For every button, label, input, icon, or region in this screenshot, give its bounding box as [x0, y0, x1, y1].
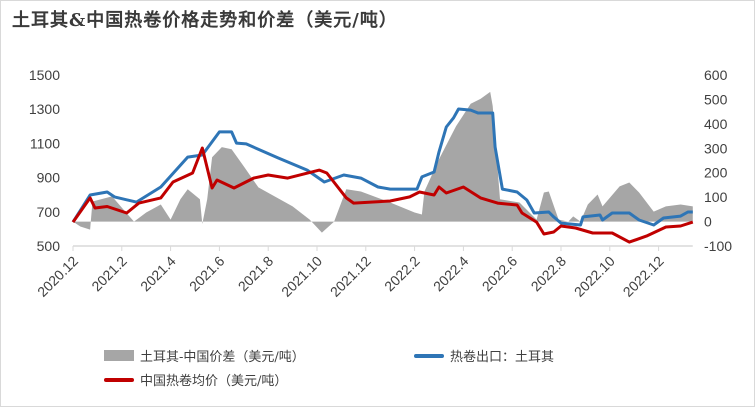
china-price-line: [71, 146, 694, 244]
turkey-price-line: [71, 107, 693, 227]
chart-title: 土耳其&中国热卷价格走势和价差（美元/吨）: [12, 10, 398, 31]
legend-item-china: 中国热卷均价（美元/吨）: [104, 370, 287, 389]
x-tick-label: 2022.4: [430, 253, 472, 295]
y-left-tick-label: 1100: [30, 135, 60, 151]
y-right-tick-label: 0: [704, 214, 712, 230]
spread-area: [73, 91, 693, 233]
x-tick-label: 2021.12: [327, 253, 374, 300]
x-tick-label: 2022.12: [620, 253, 667, 300]
x-tick-label: 2021.6: [186, 253, 228, 295]
legend-item-spread: 土耳其-中国价差（美元/吨）: [104, 346, 305, 365]
y-right-tick-label: 300: [704, 140, 728, 156]
legend-label-turkey: 热卷出口：土耳其: [450, 350, 555, 365]
y-right-tick-label: -100: [704, 238, 732, 254]
x-tick-label: 2021.10: [278, 253, 325, 300]
y-left-tick-label: 700: [37, 204, 61, 220]
legend-swatch-spread: [104, 350, 134, 361]
x-tick-label: 2022.8: [528, 253, 570, 295]
x-tick-label: 2021.4: [137, 253, 179, 295]
x-tick-label: 2021.8: [235, 253, 277, 295]
y-left-tick-label: 1500: [29, 67, 60, 83]
x-tick-label: 2022.6: [479, 253, 521, 295]
x-tick-label: 2022.10: [571, 253, 618, 300]
legend-swatch-china: [104, 377, 134, 382]
y-right-tick-label: 500: [704, 91, 728, 107]
x-tick-label: 2021.2: [88, 253, 130, 295]
y-right-tick-label: 100: [704, 189, 728, 205]
y-right-tick-label: 400: [704, 116, 728, 132]
y-left-tick-label: 1300: [29, 101, 60, 117]
x-tick-label: 2020.12: [34, 253, 81, 300]
y-left-tick-label: 500: [37, 238, 61, 254]
legend-label-spread: 土耳其-中国价差（美元/吨）: [140, 350, 305, 365]
y-left-tick-label: 900: [37, 170, 61, 186]
legend-swatch-turkey: [414, 353, 444, 358]
legend-label-china: 中国热卷均价（美元/吨）: [140, 374, 288, 389]
y-right-tick-label: 200: [704, 165, 728, 181]
legend-item-turkey: 热卷出口：土耳其: [414, 346, 554, 365]
x-tick-label: 2022.2: [381, 253, 423, 295]
y-right-tick-label: 600: [704, 67, 728, 83]
